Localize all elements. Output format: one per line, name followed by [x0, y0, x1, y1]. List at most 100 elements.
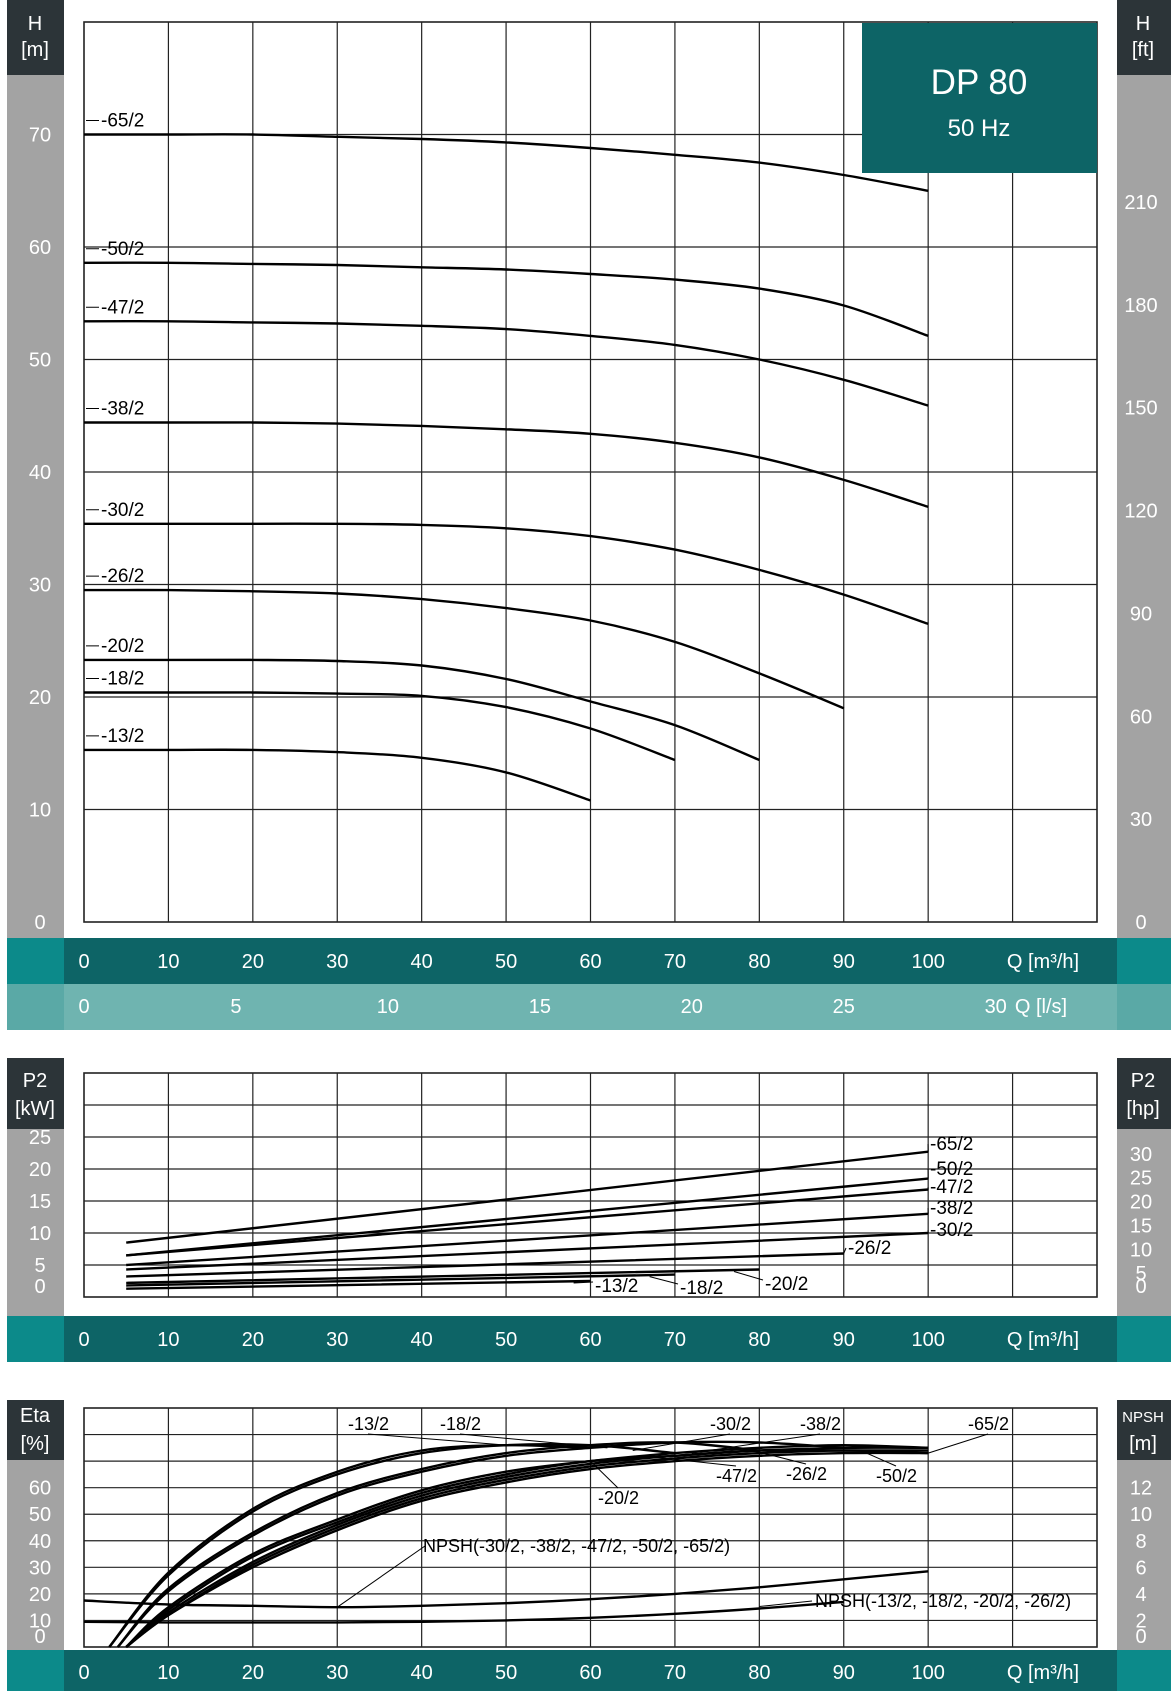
- y-tick-label-right: 120: [1124, 501, 1157, 523]
- series-label: -13/2: [348, 1414, 389, 1434]
- series-label: -30/2: [710, 1414, 751, 1434]
- y-tick-label-right: 2: [1135, 1610, 1146, 1632]
- x-tick-label: 0: [78, 1662, 89, 1684]
- series-label: -50/2: [876, 1466, 917, 1486]
- label-leader: [691, 1433, 821, 1454]
- series-line--30-2: [83, 522, 929, 626]
- series-line--26-2: [126, 1252, 844, 1278]
- series-line--18-2: [126, 1273, 675, 1287]
- x-tick-label: 30: [326, 1329, 348, 1351]
- y-tick-label-right: 0: [1135, 912, 1146, 934]
- y-tick-label-right: 60: [1130, 706, 1152, 728]
- series-line--50-2: [83, 261, 929, 338]
- y-tick-label-right: 6: [1135, 1557, 1146, 1579]
- y-tick-label-right: 90: [1130, 603, 1152, 625]
- x-tick-label: 20: [242, 1662, 264, 1684]
- y-tick-label-right: 10: [1130, 1239, 1152, 1261]
- x-axis-band-m3h-corner-left: [7, 1650, 64, 1691]
- x-tick-label-ls: 0: [78, 996, 89, 1018]
- series-label: -30/2: [930, 1220, 973, 1241]
- y-tick-label-right: 150: [1124, 398, 1157, 420]
- x-tick-label: 0: [78, 1329, 89, 1351]
- series-label: NPSH(-13/2, -18/2, -20/2, -26/2): [815, 1591, 1071, 1611]
- y-tick-label: 20: [29, 1159, 51, 1181]
- chart-title: DP 80: [931, 63, 1028, 102]
- series-line--13-2: [126, 1279, 591, 1290]
- y-axis-unit: [m]: [21, 39, 49, 61]
- y-tick-label: 0: [34, 912, 45, 934]
- y-tick-label: 10: [29, 800, 51, 822]
- x-tick-label: 100: [911, 951, 944, 973]
- series-line--65-2: [126, 1150, 929, 1244]
- y-tick-label: 70: [29, 125, 51, 147]
- y-tick-label: 0: [34, 1626, 45, 1648]
- series-label: -13/2: [595, 1276, 638, 1297]
- x-axis-band-ls-corner-right: [1117, 984, 1171, 1030]
- series-line--26-2: [116, 1440, 844, 1648]
- series-line--26-2: [83, 588, 845, 710]
- y-tick-label: 15: [29, 1191, 51, 1213]
- x-tick-label: 0: [78, 951, 89, 973]
- x-axis-band-m3h: [7, 1316, 1171, 1362]
- y-tick-label: 30: [29, 1557, 51, 1579]
- label-leader: [590, 1460, 619, 1489]
- x-tick-label: 10: [157, 1329, 179, 1351]
- series-line--47-2: [83, 320, 929, 407]
- x-tick-label: 70: [664, 1662, 686, 1684]
- x-axis-band-m3h-corner-right: [1117, 938, 1171, 984]
- y-tick-label: 20: [29, 1584, 51, 1606]
- y-axis-label: Eta: [20, 1405, 51, 1427]
- label-leader: [742, 1447, 807, 1465]
- series-label: -65/2: [968, 1414, 1009, 1434]
- right-axis-bar: [1117, 0, 1171, 938]
- x-tick-label: 60: [579, 951, 601, 973]
- y-tick-label: 60: [29, 1478, 51, 1500]
- series-line--65-2: [125, 1451, 929, 1648]
- series-line--38-2: [83, 421, 929, 509]
- x-tick-label: 20: [242, 1329, 264, 1351]
- x-tick-label: 30: [326, 1662, 348, 1684]
- x-tick-label: 90: [833, 951, 855, 973]
- x-axis-unit-label-ls: Q [l/s]: [1015, 996, 1067, 1018]
- x-tick-label: 20: [242, 951, 264, 973]
- left-axis-header: [7, 1400, 64, 1460]
- series-label: -18/2: [101, 669, 144, 690]
- y-tick-label: 0: [34, 1276, 45, 1298]
- x-tick-label-ls: 25: [833, 996, 855, 1018]
- series-label: -38/2: [800, 1414, 841, 1434]
- series-line--38-2: [126, 1212, 929, 1267]
- right-axis-header: [1117, 1058, 1171, 1129]
- y-tick-label-right: 0: [1135, 1626, 1146, 1648]
- chart-subtitle: 50 Hz: [948, 115, 1011, 142]
- y-tick-label: 30: [29, 575, 51, 597]
- label-leader: [733, 1271, 764, 1281]
- x-axis-band-m3h-corner-right: [1117, 1316, 1171, 1362]
- y-tick-label-right: 8: [1135, 1531, 1146, 1553]
- x-axis-unit-label: Q [m³/h]: [1007, 1662, 1079, 1684]
- y-axis-label: P2: [23, 1070, 47, 1092]
- y-tick-label: 10: [29, 1223, 51, 1245]
- x-tick-label: 70: [664, 1329, 686, 1351]
- left-axis-bar: [7, 0, 64, 938]
- x-axis-unit-label: Q [m³/h]: [1007, 951, 1079, 973]
- series-label: -13/2: [101, 726, 144, 747]
- label-leader: [843, 1247, 847, 1254]
- y-axis-label-right: P2: [1131, 1070, 1155, 1092]
- series-label: -26/2: [848, 1238, 891, 1259]
- y-axis-unit-right: [m]: [1129, 1433, 1157, 1455]
- y-tick-label-right: 25: [1130, 1168, 1152, 1190]
- y-tick-label: 25: [29, 1127, 51, 1149]
- label-leader: [759, 1600, 813, 1607]
- series-line--20-2: [126, 1268, 760, 1285]
- x-tick-label: 40: [411, 1662, 433, 1684]
- left-axis-header: [7, 0, 64, 75]
- y-tick-label-right: 30: [1130, 1144, 1152, 1166]
- y-axis-label: H: [28, 13, 42, 35]
- series-line-NPSH-13-2-18-2-20-2-26-2-: [83, 1600, 844, 1624]
- x-tick-label: 60: [579, 1662, 601, 1684]
- label-leader: [632, 1433, 731, 1451]
- series-line--47-2: [125, 1448, 929, 1648]
- label-leader: [649, 1276, 679, 1285]
- series-label: -20/2: [765, 1274, 808, 1295]
- y-axis-unit-right: [hp]: [1126, 1098, 1159, 1120]
